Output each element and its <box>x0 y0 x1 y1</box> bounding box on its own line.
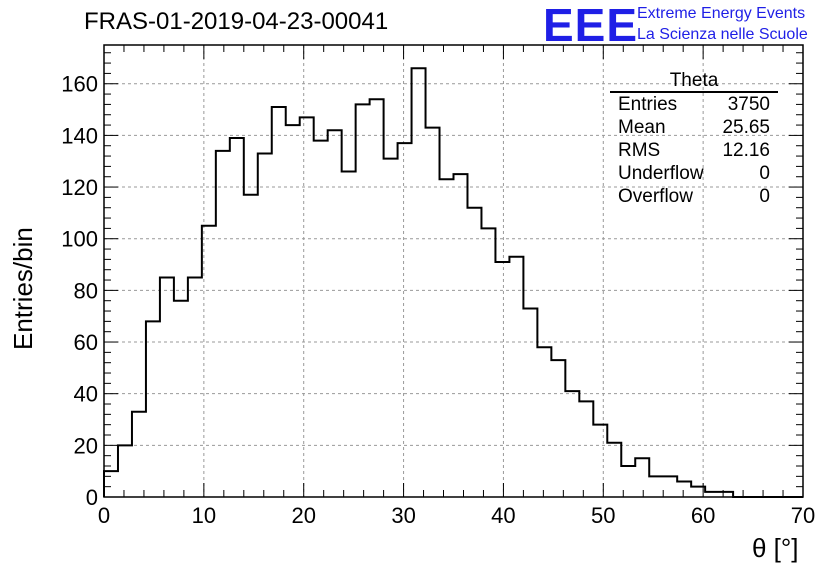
x-tick-label: 40 <box>491 503 515 528</box>
y-tick-label: 20 <box>74 433 98 458</box>
histogram-bin <box>104 471 118 497</box>
y-tick-label: 160 <box>61 72 98 97</box>
stats-label: Mean <box>618 117 666 138</box>
y-tick-label: 0 <box>86 485 98 510</box>
histogram-bin <box>272 107 286 497</box>
histogram-bin <box>188 277 202 497</box>
plot-frame <box>103 44 804 498</box>
logo-line-1: Extreme Energy Events <box>637 5 806 22</box>
x-tick-label: 60 <box>691 503 715 528</box>
histogram-bin <box>663 476 677 497</box>
histogram-bin <box>677 482 691 497</box>
stats-label: Underflow <box>618 163 704 184</box>
histogram-bin <box>342 172 356 497</box>
histogram-bin <box>635 458 649 497</box>
stats-value: 25.65 <box>722 117 770 138</box>
histogram-bin <box>607 443 621 497</box>
stats-row-rms: RMS 12.16 <box>610 139 778 162</box>
y-tick-label: 140 <box>61 123 98 148</box>
eee-logo: EEE <box>543 0 639 51</box>
x-tick-label: 70 <box>791 503 815 528</box>
stats-value: 0 <box>759 163 770 184</box>
stats-row-underflow: Underflow 0 <box>610 162 778 185</box>
stats-row-mean: Mean 25.65 <box>610 116 778 139</box>
histogram-bin <box>509 257 523 497</box>
histogram-bin <box>258 153 272 497</box>
histogram-bin <box>286 125 300 497</box>
histogram-bin <box>537 347 551 497</box>
x-tick-label: 10 <box>192 503 216 528</box>
stats-value: 12.16 <box>722 140 770 161</box>
histogram-bin <box>523 308 537 497</box>
stats-title: Theta <box>610 70 778 93</box>
histogram-bin <box>705 492 719 497</box>
histogram-bin <box>118 445 132 497</box>
histogram-bin <box>467 208 481 497</box>
y-tick-label: 40 <box>74 382 98 407</box>
x-tick-label: 20 <box>291 503 315 528</box>
eee-logo-text: Extreme Energy Events La Scienza nelle S… <box>637 3 808 45</box>
stats-label: Overflow <box>618 186 693 207</box>
histogram-bin <box>356 104 370 497</box>
stats-value: 3750 <box>727 94 770 115</box>
y-axis-label: Entries/bin <box>8 227 38 350</box>
histogram-bin <box>146 321 160 497</box>
histogram-bin <box>230 138 244 497</box>
y-tick-label: 120 <box>61 175 98 200</box>
stats-label: Entries <box>618 94 678 115</box>
histogram-bin <box>495 262 509 497</box>
stats-row-overflow: Overflow 0 <box>610 185 778 208</box>
histogram-bin <box>440 179 454 497</box>
x-tick-label: 50 <box>591 503 615 528</box>
x-tick-label: 0 <box>98 503 110 528</box>
y-tick-label: 60 <box>74 330 98 355</box>
histogram-bin <box>649 476 663 497</box>
histogram-bin <box>412 68 426 497</box>
histogram-bin <box>216 151 230 497</box>
logo-line-2: La Scienza nelle Scuole <box>637 26 808 43</box>
stats-value: 0 <box>759 186 770 207</box>
histogram-bin <box>579 401 593 497</box>
y-tick-label: 100 <box>61 227 98 252</box>
histogram-bin <box>370 99 384 497</box>
x-axis-label: θ [°] <box>752 533 799 563</box>
histogram-bin <box>398 143 412 497</box>
histogram-bin <box>202 226 216 497</box>
histogram-bin <box>244 195 258 497</box>
histogram-bin <box>132 412 146 497</box>
histogram-bin <box>719 492 733 497</box>
stats-label: RMS <box>618 140 661 161</box>
histogram-bin <box>426 128 440 497</box>
histogram-bin <box>454 174 468 497</box>
stats-box: Theta Entries 3750 Mean 25.65 RMS 12.16 Und… <box>610 70 778 208</box>
stats-row-entries: Entries 3750 <box>610 93 778 116</box>
histogram-bin <box>300 117 314 497</box>
histogram-bin <box>565 391 579 497</box>
histogram-bin <box>384 159 398 497</box>
histogram-bin <box>314 141 328 497</box>
x-tick-label: 30 <box>391 503 415 528</box>
y-tick-label: 80 <box>74 278 98 303</box>
histogram-bin <box>174 301 188 497</box>
histogram-bin <box>328 130 342 497</box>
histogram-bin <box>551 360 565 497</box>
histogram-bin <box>481 228 495 497</box>
chart-title: FRAS-01-2019-04-23-00041 <box>84 8 389 35</box>
histogram-line <box>103 67 803 498</box>
histogram-bin <box>593 425 607 497</box>
histogram-bin <box>160 277 174 497</box>
